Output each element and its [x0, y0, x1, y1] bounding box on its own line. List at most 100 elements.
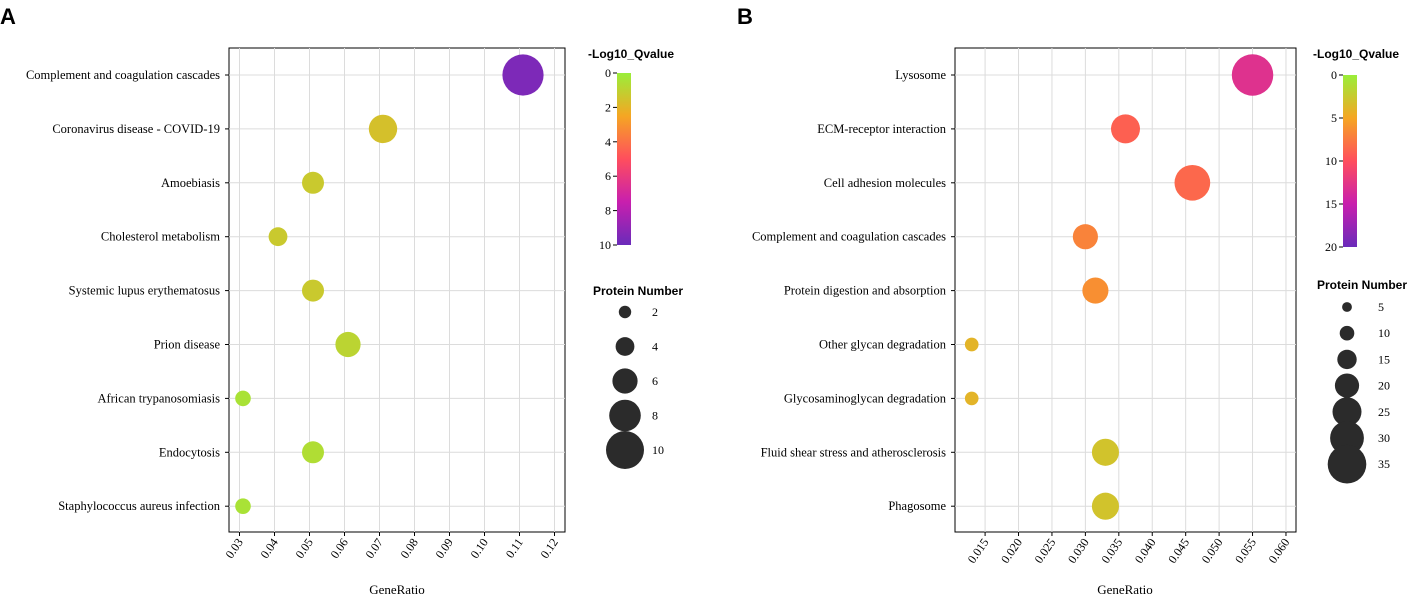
- size-legend-label: 30: [1378, 431, 1390, 445]
- x-axis-title: GeneRatio: [369, 582, 425, 595]
- y-tick-label: Fluid shear stress and atherosclerosis: [761, 445, 947, 459]
- data-point: [302, 279, 324, 302]
- y-tick-label: African trypanosomiasis: [97, 391, 220, 405]
- color-legend: -Log10_Qvalue 0 2 4 6 8 10: [588, 47, 674, 252]
- y-tick-label: Cell adhesion molecules: [824, 176, 946, 190]
- size-legend-circle: [1339, 325, 1355, 341]
- data-point: [368, 114, 398, 144]
- data-point: [302, 441, 324, 464]
- grid: [229, 48, 565, 532]
- y-tick-label: Prion disease: [154, 338, 221, 352]
- color-tick-label: 6: [605, 169, 611, 183]
- size-legend-circle: [609, 399, 641, 432]
- size-legend-title: Protein Number: [1317, 278, 1407, 292]
- y-tick-label: Other glycan degradation: [819, 338, 947, 352]
- size-legend-circle: [1327, 444, 1367, 484]
- size-legend-circle: [1330, 421, 1364, 455]
- x-tick-label: 0.025: [1031, 536, 1058, 566]
- data-point: [335, 331, 361, 358]
- y-tick-label: Coronavirus disease - COVID-19: [52, 122, 220, 136]
- x-axis-ticks: 0.015 0.020 0.025 0.030 0.035 0.040 0.045 0.050…: [965, 532, 1292, 566]
- size-legend-label: 10: [1378, 326, 1390, 340]
- size-legend-circle: [618, 305, 632, 319]
- x-axis-ticks: 0.03 0.04 0.05 0.06 0.07 0.08 0.09 0.10 0.11 0.12: [222, 532, 561, 561]
- size-legend-label: 5: [1378, 300, 1384, 314]
- size-legend: Protein Number 5 10 15 20 25 30 35: [1317, 278, 1407, 484]
- x-tick-label: 0.05: [292, 536, 316, 561]
- data-point: [964, 337, 979, 352]
- color-gradient-bar: [1343, 75, 1357, 247]
- x-tick-label: 0.060: [1265, 536, 1292, 566]
- size-legend-items: 2 4 6 8 10: [606, 305, 664, 469]
- color-tick-label: 4: [605, 135, 611, 149]
- y-tick-label: Phagosome: [888, 499, 946, 513]
- data-points: [235, 54, 544, 514]
- x-tick-label: 0.04: [257, 536, 281, 561]
- x-tick-label: 0.11: [503, 536, 526, 561]
- size-legend-circle: [1334, 373, 1360, 398]
- size-legend-circle: [1342, 302, 1352, 312]
- x-tick-label: 0.09: [432, 536, 456, 561]
- data-point: [1174, 164, 1211, 201]
- size-legend-label: 2: [652, 305, 658, 319]
- size-legend-label: 10: [652, 443, 664, 457]
- data-point: [1091, 492, 1119, 520]
- panel-label: A: [0, 4, 16, 29]
- color-legend-ticks: 0 5 10 15 20: [1325, 68, 1343, 254]
- y-tick-label: Cholesterol metabolism: [101, 230, 220, 244]
- data-point: [235, 390, 251, 407]
- size-legend-label: 20: [1378, 379, 1390, 393]
- y-tick-label: Complement and coagulation cascades: [26, 68, 220, 82]
- x-tick-label: 0.030: [1065, 536, 1092, 566]
- x-tick-label: 0.07: [362, 536, 386, 561]
- size-legend-label: 15: [1378, 352, 1390, 366]
- color-legend-title: -Log10_Qvalue: [1313, 47, 1399, 61]
- size-legend-label: 4: [652, 340, 658, 354]
- data-point: [1231, 54, 1274, 96]
- x-axis-title: GeneRatio: [1097, 582, 1153, 595]
- data-points: [964, 54, 1274, 520]
- data-point: [235, 498, 251, 514]
- x-tick-label: 0.035: [1098, 536, 1125, 566]
- color-tick-label: 20: [1325, 240, 1337, 254]
- color-legend: -Log10_Qvalue 0 5 10 15 20: [1313, 47, 1399, 254]
- x-tick-label: 0.055: [1232, 536, 1259, 566]
- x-tick-label: 0.015: [965, 536, 992, 566]
- color-tick-label: 0: [605, 66, 611, 80]
- y-tick-label: Systemic lupus erythematosus: [69, 284, 221, 298]
- color-tick-label: 5: [1331, 111, 1337, 125]
- size-legend-circle: [1337, 349, 1357, 370]
- size-legend: Protein Number 2 4 6 8 10: [593, 284, 683, 469]
- x-tick-label: 0.10: [467, 536, 491, 561]
- x-tick-label: 0.03: [222, 536, 246, 561]
- size-legend-label: 8: [652, 409, 658, 423]
- data-point: [302, 171, 324, 194]
- x-tick-label: 0.06: [327, 536, 351, 561]
- color-legend-title: -Log10_Qvalue: [588, 47, 674, 61]
- panel-a: A Complement and coagulation cascades Cor…: [0, 4, 683, 595]
- data-point: [1111, 114, 1140, 144]
- y-axis-labels: Lysosome ECM-receptor interaction Cell adh…: [752, 68, 955, 513]
- x-tick-label: 0.12: [537, 536, 561, 561]
- y-tick-label: Amoebiasis: [161, 176, 220, 190]
- color-tick-label: 8: [605, 204, 611, 218]
- size-legend-label: 35: [1378, 457, 1390, 471]
- y-tick-label: Lysosome: [895, 68, 946, 82]
- x-tick-label: 0.020: [998, 536, 1025, 566]
- x-tick-label: 0.040: [1132, 536, 1159, 566]
- y-tick-label: Protein digestion and absorption: [784, 284, 947, 298]
- size-legend-label: 25: [1378, 405, 1390, 419]
- y-tick-label: Complement and coagulation cascades: [752, 230, 946, 244]
- color-tick-label: 10: [1325, 154, 1337, 168]
- data-point: [1082, 277, 1109, 304]
- panel-b: B Lysosome ECM-receptor interaction Cell a…: [737, 4, 1407, 595]
- size-legend-title: Protein Number: [593, 284, 683, 298]
- y-axis-labels: Complement and coagulation cascades Coron…: [26, 68, 229, 513]
- size-legend-circle: [615, 337, 635, 356]
- x-tick-label: 0.08: [397, 536, 421, 561]
- data-point: [964, 391, 979, 406]
- color-tick-label: 15: [1325, 197, 1337, 211]
- data-point: [502, 54, 544, 96]
- x-tick-label: 0.050: [1199, 536, 1226, 566]
